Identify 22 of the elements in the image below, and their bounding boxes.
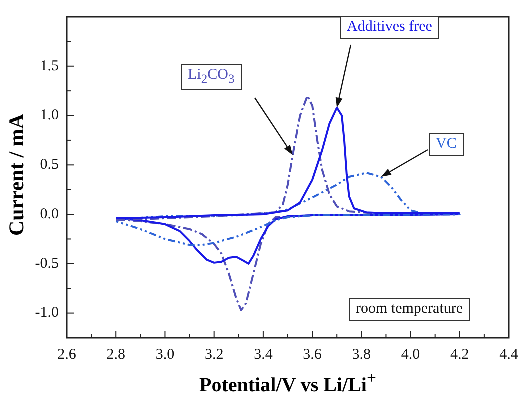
annotation: room temperature [349, 298, 470, 321]
x-tick-label: 4.2 [450, 346, 470, 363]
y-tick-label: 0.5 [40, 157, 59, 174]
x-tick-label: 3.0 [156, 346, 175, 363]
y-axis-title: Current / mA [4, 114, 30, 236]
text: VC [429, 133, 464, 156]
y-tick-label: 1.5 [40, 58, 59, 74]
x-tick-label: 3.6 [303, 346, 322, 363]
x-tick-label: 3.2 [204, 346, 224, 363]
x-tick-label: 3.8 [352, 346, 372, 363]
y-tick-label: 0.0 [40, 206, 59, 222]
x-tick-label: 4.4 [500, 346, 519, 363]
text: Li$_{2}$CO$_{3}$ [181, 64, 242, 90]
x-tick-label: 2.6 [58, 346, 77, 363]
x-axis-title: Potential/V vs Li/Li$^{+}$ [200, 368, 376, 398]
x-tick-label: 3.4 [254, 346, 274, 363]
text: Additives free [340, 16, 440, 39]
x-tick-label: 2.8 [106, 346, 126, 363]
x-tick-label: 4.0 [401, 346, 420, 363]
y-tick-label: 1.0 [40, 108, 59, 124]
y-tick-label: -1.0 [35, 305, 59, 322]
y-tick-label: -0.5 [35, 256, 59, 272]
